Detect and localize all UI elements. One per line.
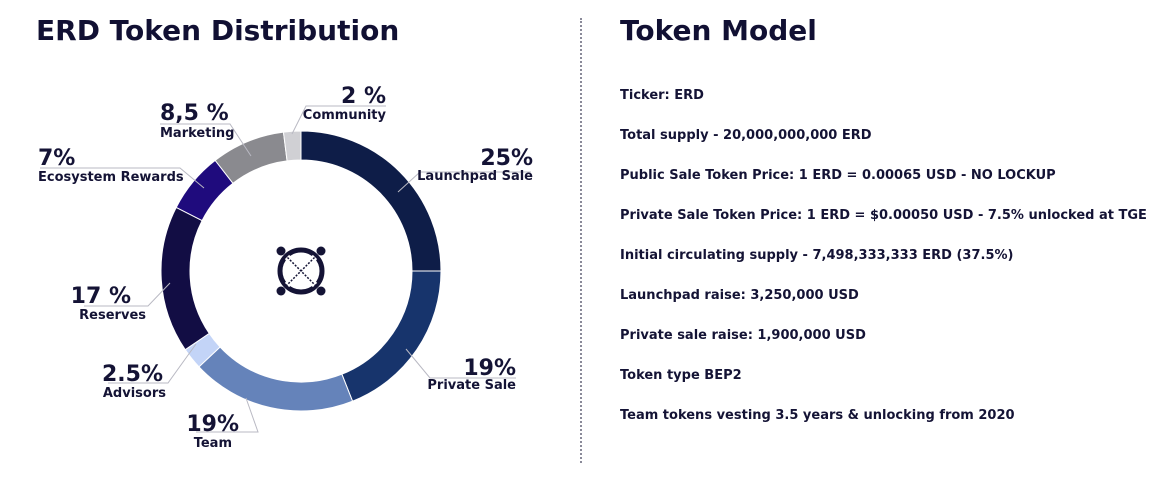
leader-line-reserves [84,282,171,307]
token-model-item-launchpad-raise: Launchpad raise: 3,250,000 USD [620,288,859,303]
leader-line-ecosystem-rewards [40,167,205,189]
category-label-ecosystem-rewards: Ecosystem Rewards [38,170,184,185]
category-label-private-sale: Private Sale [427,378,516,393]
value-label-marketing: 8,5 % [160,101,229,126]
slice-private-sale [341,270,442,402]
category-label-marketing: Marketing [160,126,234,141]
slice-reserves [160,206,210,351]
token-model-item-public-price: Public Sale Token Price: 1 ERD = 0.00065… [620,168,1056,183]
leader-line-community [291,105,386,135]
category-label-launchpad-sale: Launchpad Sale [417,169,533,184]
category-label-advisors: Advisors [103,386,166,401]
token-model-item-total-supply: Total supply - 20,000,000,000 ERD [620,128,872,143]
token-model-title: Token Model [620,14,817,47]
token-model-item-ticker: Ticker: ERD [620,88,704,103]
slice-community [282,130,302,162]
token-model-item-circulating-supply: Initial circulating supply - 7,498,333,3… [620,248,1014,263]
token-model-item-private-price: Private Sale Token Price: 1 ERD = $0.000… [620,208,1147,223]
elrond-logo-icon [276,246,326,296]
category-label-team: Team [194,436,232,451]
category-label-reserves: Reserves [79,308,146,323]
leader-line-marketing [160,123,252,157]
value-label-launchpad-sale: 25% [480,146,533,171]
leader-line-advisors [108,343,197,384]
token-model-item-team-vesting: Team tokens vesting 3.5 years & unlockin… [620,408,1015,423]
leader-line-launchpad-sale [397,171,531,193]
value-label-ecosystem-rewards: 7% [38,146,75,171]
token-model-item-private-raise: Private sale raise: 1,900,000 USD [620,328,866,343]
leader-line-team [196,397,259,433]
value-label-advisors: 2.5% [102,362,163,387]
value-label-team: 19% [186,412,239,437]
slice-team [198,346,354,412]
token-model-list: Ticker: ERD Total supply - 20,000,000,00… [620,86,1147,446]
category-label-community: Community [303,108,387,123]
leader-line-private-sale [405,348,516,379]
dotted-divider [580,18,582,463]
token-model-item-token-type: Token type BEP2 [620,368,742,383]
value-label-reserves: 17 % [71,284,131,309]
value-label-community: 2 % [341,84,386,109]
value-label-private-sale: 19% [463,356,516,381]
chart-title: ERD Token Distribution [36,14,400,47]
